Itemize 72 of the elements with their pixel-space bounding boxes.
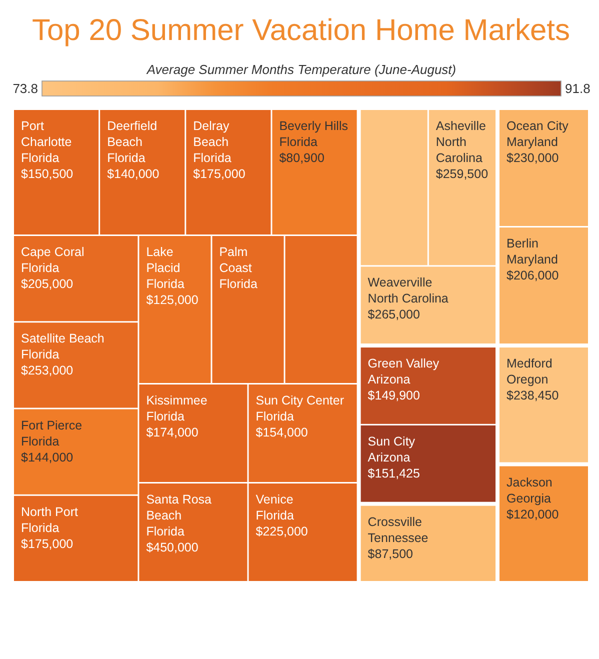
text: Florida: [146, 410, 184, 424]
text: Florida: [193, 151, 232, 165]
series-label: North Carolina: [368, 292, 448, 306]
category-label: Lake Placid: [146, 245, 180, 275]
category-label: Asheville: [436, 119, 486, 133]
category-label: Cape Coral: [21, 245, 84, 259]
text: 73.8: [12, 81, 38, 96]
data-label: $174,000: [146, 426, 198, 440]
text: North Carolina: [436, 135, 482, 165]
category-label: Green Valley: [368, 356, 440, 370]
text: Florida: [21, 261, 60, 275]
text: Maryland: [506, 252, 558, 266]
series-label: Arizona: [368, 372, 410, 386]
data-label: $120,000: [506, 507, 559, 522]
data-label: $80,900: [279, 151, 324, 165]
category-label: Kissimmee: [146, 394, 208, 408]
text: Florida: [146, 524, 184, 538]
text: Florida: [256, 508, 294, 522]
category-label: Venice: [256, 492, 294, 506]
series-label: Georgia: [506, 491, 552, 506]
data-label: $175,000: [193, 167, 246, 181]
data-label: $450,000: [146, 540, 198, 554]
color-bar-title: Average Summer Months Temperature (June-August): [146, 62, 456, 77]
series-label: Oregon: [506, 372, 548, 386]
text: Florida: [146, 277, 184, 291]
category-label: North Port: [21, 504, 78, 519]
data-label: $144,000: [21, 450, 74, 464]
data-label: $265,000: [368, 308, 420, 322]
category-label: Jackson: [506, 475, 552, 490]
data-label: $206,000: [506, 268, 559, 282]
data-label: $154,000: [256, 426, 308, 440]
text: Florida: [279, 135, 318, 149]
text: Florida: [256, 410, 294, 424]
category-label: Satellite Beach: [21, 332, 104, 346]
data-label: $150,500: [21, 167, 74, 181]
series-label: Maryland: [506, 135, 558, 149]
category-label: Crossville: [368, 514, 422, 529]
text: Florida: [219, 277, 258, 291]
series-label: Tennessee: [368, 530, 428, 545]
category-label: Palm Coast: [219, 245, 252, 275]
data-label: $125,000: [146, 293, 198, 307]
data-label: $238,450: [506, 388, 559, 402]
category-label: Fort Pierce: [21, 418, 82, 432]
data-label: $149,900: [368, 388, 420, 402]
category-label: Sun City Center: [256, 394, 344, 408]
data-label: $151,425: [368, 466, 420, 480]
category-label: Delray Beach: [193, 119, 233, 149]
category-label: Santa Rosa Beach: [146, 492, 215, 522]
data-label: $259,500: [436, 167, 488, 181]
category-label: Beverly Hills: [279, 119, 348, 133]
data-label: $87,500: [368, 546, 414, 561]
data-label: $175,000: [21, 536, 74, 551]
data-label: $205,000: [21, 277, 74, 291]
text: Arizona: [368, 450, 410, 464]
text: 91.8: [565, 81, 590, 96]
series-label: Florida: [21, 151, 60, 165]
category-label: Berlin: [506, 236, 539, 250]
data-label: $140,000: [107, 167, 160, 181]
text: Florida: [21, 348, 60, 362]
category-label: Ocean City: [506, 119, 570, 133]
text: Florida: [107, 151, 146, 165]
data-label: $225,000: [256, 524, 308, 538]
category-label: Medford: [506, 356, 552, 370]
text: Florida: [21, 520, 60, 535]
data-label: $253,000: [21, 364, 74, 378]
category-label: Weaverville: [368, 276, 432, 290]
text: Florida: [21, 434, 60, 448]
text: Top 20 Summer Vacation Home Markets: [32, 14, 570, 47]
category-label: Deerfield Beach: [107, 119, 161, 149]
category-label: Sun City: [368, 434, 416, 448]
category-label: Port Charlotte: [21, 119, 72, 149]
data-label: $230,000: [506, 151, 559, 165]
